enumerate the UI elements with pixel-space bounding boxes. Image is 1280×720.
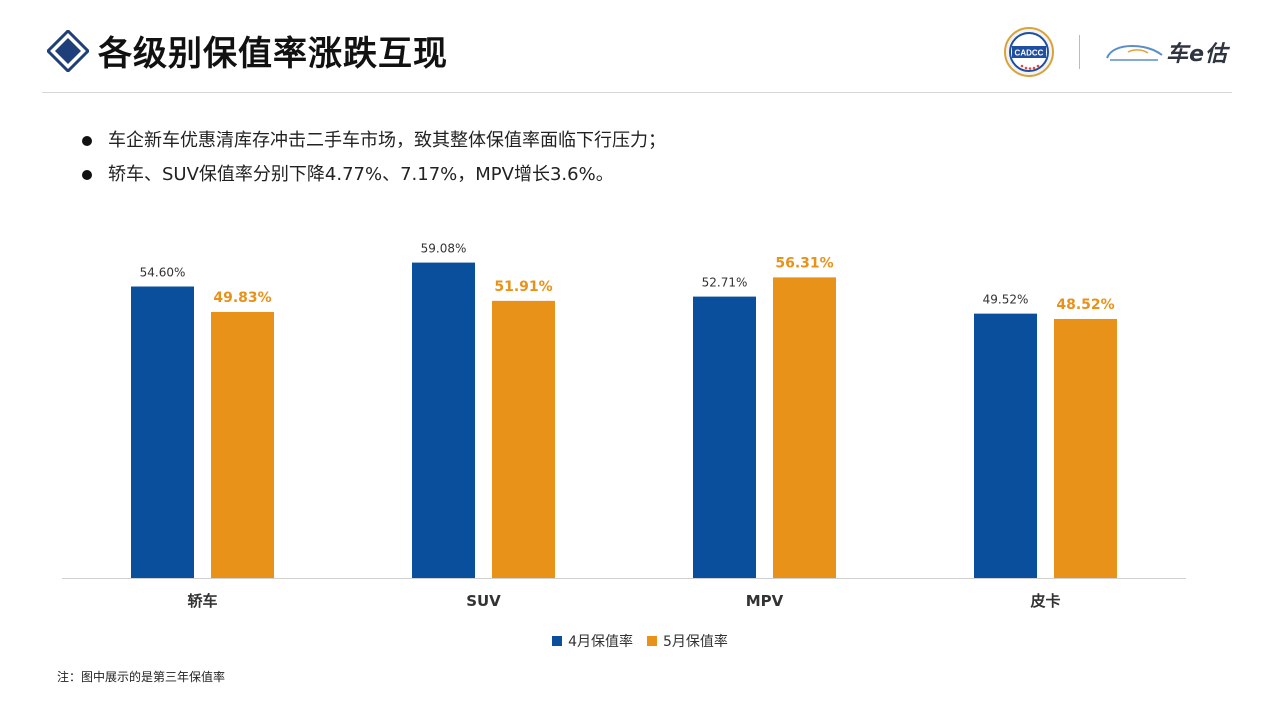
- bullet-item: 车企新车优惠清库存冲击二手车市场，致其整体保值率面临下行压力；: [82, 124, 666, 158]
- bullet-dot-icon: [82, 136, 92, 146]
- data-label-april: 49.52%: [983, 293, 1029, 307]
- bar-april: [412, 262, 475, 578]
- bullet-dot-icon: [82, 170, 92, 180]
- legend-swatch-april: [552, 636, 563, 646]
- data-label-april: 52.71%: [702, 276, 748, 290]
- x-tick-label: SUV: [466, 592, 501, 610]
- legend-item-may: 5月保值率: [647, 631, 728, 651]
- cadcc-logo-text: CADCC: [1015, 49, 1044, 58]
- footnote: 注：图中展示的是第三年保值率: [57, 670, 226, 684]
- bar-may: [773, 277, 836, 578]
- chart-legend: 4月保值率 5月保值率: [0, 631, 1280, 651]
- car-outline-icon: [1106, 44, 1163, 61]
- header-divider: [42, 92, 1232, 93]
- bullet-text: 轿车、SUV保值率分别下降4.77%、7.17%，MPV增长3.6%。: [108, 164, 614, 185]
- bullet-text: 车企新车优惠清库存冲击二手车市场，致其整体保值率面临下行压力；: [108, 130, 666, 151]
- bar-april: [131, 286, 194, 578]
- che-e-gu-logo: 车e估: [1104, 36, 1228, 68]
- data-label-may: 49.83%: [213, 290, 271, 306]
- bar-may: [211, 311, 274, 578]
- legend-label-may: 5月保值率: [663, 634, 728, 650]
- data-label-may: 51.91%: [494, 279, 552, 295]
- logo-divider: [1079, 35, 1081, 69]
- legend-label-april: 4月保值率: [568, 634, 633, 650]
- x-tick-label: 轿车: [187, 592, 217, 610]
- x-tick-label: 皮卡: [1030, 592, 1060, 610]
- data-label-april: 54.60%: [140, 266, 186, 280]
- brand-logo-text: 车e估: [1166, 42, 1228, 67]
- data-label-april: 59.08%: [421, 242, 467, 256]
- bullet-list: 车企新车优惠清库存冲击二手车市场，致其整体保值率面临下行压力； 轿车、SUV保值…: [82, 124, 666, 192]
- data-label-may: 56.31%: [775, 255, 833, 271]
- bar-april: [693, 296, 756, 578]
- diamond-title-icon: [47, 30, 89, 72]
- page-title: 各级别保值率涨跌互现: [98, 34, 448, 74]
- legend-item-april: 4月保值率: [552, 631, 633, 651]
- logo-area: CADCC 车e估: [1003, 24, 1228, 80]
- bar-may: [492, 300, 555, 578]
- bar-may: [1054, 318, 1117, 578]
- data-label-may: 48.52%: [1056, 297, 1114, 313]
- x-tick-label: MPV: [746, 592, 784, 610]
- bar-april: [974, 313, 1037, 578]
- bullet-item: 轿车、SUV保值率分别下降4.77%、7.17%，MPV增长3.6%。: [82, 158, 666, 192]
- cadcc-logo-icon: CADCC: [1004, 27, 1055, 77]
- legend-swatch-may: [647, 636, 657, 646]
